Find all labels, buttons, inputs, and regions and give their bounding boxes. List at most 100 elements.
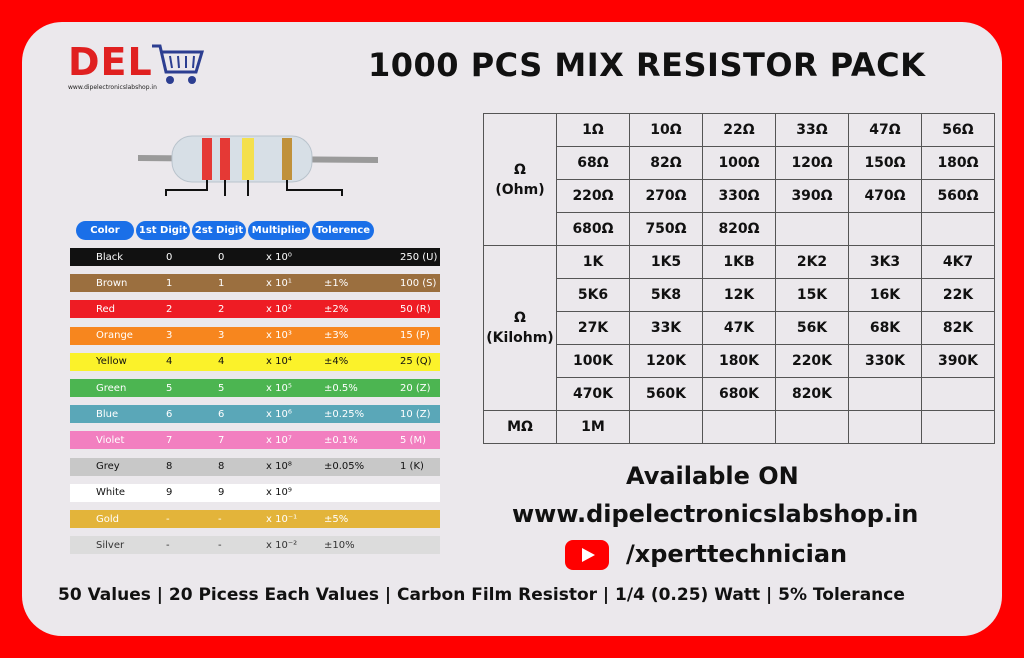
cart-icon [152, 44, 205, 84]
value-cell: 1M [556, 410, 630, 444]
color-row: Red 2 2 x 10² ±2% 50 (R) [70, 300, 440, 319]
tolerance: ±0.1% [324, 434, 358, 446]
logo-url: www.dipelectronicslabshop.in [68, 84, 157, 91]
value-cell: 1Ω [556, 113, 630, 147]
color-name: Blue [96, 408, 119, 420]
color-name: Gold [96, 513, 119, 525]
value-cell: 4K7 [921, 245, 995, 279]
color-name: Silver [96, 539, 125, 551]
value-cell: 470Ω [848, 179, 922, 213]
value-cell: 390Ω [775, 179, 849, 213]
first-digit: 8 [166, 461, 173, 473]
multiplier: x 10⁰ [266, 251, 292, 263]
color-row: Brown 1 1 x 10¹ ±1% 100 (S) [70, 274, 440, 293]
unit-name: (Ohm) [495, 181, 545, 198]
value-cell: 560Ω [921, 179, 995, 213]
value-cell [848, 212, 922, 246]
second-digit: 0 [218, 251, 225, 263]
value-cell: 10Ω [629, 113, 703, 147]
color-name: White [96, 487, 126, 499]
color-code-headers: Color 1st Digit 2st Digit Multiplier Tol… [76, 221, 376, 241]
unit-name: (Kilohm) [486, 330, 554, 346]
color-name: Black [96, 251, 124, 263]
color-name: Green [96, 382, 127, 394]
value-cell: 390K [921, 344, 995, 378]
second-digit: 2 [218, 303, 225, 315]
youtube-handle[interactable]: /xperttechnician [626, 540, 848, 568]
header-tolerance: Tolerence [312, 221, 374, 240]
value-cell: 47Ω [848, 113, 922, 147]
value-cell [775, 410, 849, 444]
value-cell: 56Ω [921, 113, 995, 147]
tolerance: ±0.5% [324, 382, 358, 394]
color-row: Black 0 0 x 10⁰ 250 (U) [70, 248, 440, 266]
value-cell [848, 377, 922, 411]
value-cell: 5K6 [556, 278, 630, 312]
tolerance: ±5% [324, 513, 349, 525]
multiplier: x 10⁸ [266, 461, 292, 473]
temp-coefficient: 250 (U) [400, 251, 438, 263]
value-cell: 680K [702, 377, 776, 411]
value-cell: 120K [629, 344, 703, 378]
values-row: 5K6 5K8 12K 15K 16K 22K [484, 278, 995, 312]
unit-symbol: Ω [514, 161, 526, 178]
multiplier: x 10⁷ [266, 434, 292, 446]
value-cell: 1KB [702, 245, 776, 279]
temp-coefficient: 100 (S) [400, 277, 437, 289]
second-digit: 6 [218, 408, 225, 420]
value-cell: 82K [921, 311, 995, 345]
multiplier: x 10³ [266, 330, 292, 342]
temp-coefficient: 15 (P) [400, 330, 430, 342]
tolerance: ±0.05% [324, 461, 365, 473]
logo: DEL www.dipelectronicslabshop.in [68, 40, 208, 100]
value-cell: 100Ω [702, 146, 776, 180]
second-digit: 3 [218, 330, 225, 342]
first-digit: 0 [166, 251, 173, 263]
color-row: White 9 9 x 10⁹ [70, 483, 440, 502]
value-cell: 1K5 [629, 245, 703, 279]
first-digit: 9 [166, 487, 173, 499]
first-digit: 4 [166, 356, 173, 368]
second-digit: 4 [218, 356, 225, 368]
color-row: Grey 8 8 x 10⁸ ±0.05% 1 (K) [70, 457, 440, 476]
color-name: Orange [96, 330, 133, 342]
value-cell: 5K8 [629, 278, 703, 312]
value-cell: 100K [556, 344, 630, 378]
color-row: Green 5 5 x 10⁵ ±0.5% 20 (Z) [70, 379, 440, 397]
second-digit: - [218, 513, 222, 525]
first-digit: 2 [166, 303, 173, 315]
first-digit: - [166, 539, 170, 551]
first-digit: - [166, 513, 170, 525]
tolerance: ±0.25% [324, 408, 365, 420]
second-digit: 9 [218, 487, 225, 499]
value-cell [702, 410, 776, 444]
first-digit: 5 [166, 382, 173, 394]
multiplier: x 10⁻¹ [266, 513, 298, 525]
tolerance: ±4% [324, 356, 349, 368]
value-cell: 180K [702, 344, 776, 378]
tolerance: ±1% [324, 277, 349, 289]
values-row: Ω (Ohm) 1Ω 10Ω 22Ω 33Ω 47Ω 56Ω [483, 113, 995, 246]
header-multiplier: Multiplier [248, 221, 310, 240]
value-cell: 820K [775, 377, 849, 411]
temp-coefficient: 5 (M) [400, 434, 426, 446]
second-digit: - [218, 539, 222, 551]
color-row: Violet 7 7 x 10⁷ ±0.1% 5 (M) [70, 431, 440, 450]
values-row: Ω (Kilohm) 1K 1K5 1KB 2K2 3K3 4K7 [483, 245, 995, 411]
second-digit: 8 [218, 461, 225, 473]
values-row: 220Ω 270Ω 330Ω 390Ω 470Ω 560Ω [484, 179, 995, 213]
value-cell [848, 410, 922, 444]
resistor-illustration [138, 135, 378, 196]
tolerance: ±3% [324, 330, 349, 342]
unit-cell: MΩ [483, 410, 557, 444]
multiplier: x 10¹ [266, 277, 292, 289]
value-cell: 12K [702, 278, 776, 312]
value-cell: 33Ω [775, 113, 849, 147]
multiplier: x 10² [266, 303, 292, 315]
values-row: 27K 33K 47K 56K 68K 82K [484, 311, 995, 345]
value-cell: 680Ω [556, 212, 630, 246]
shop-url[interactable]: www.dipelectronicslabshop.in [512, 500, 919, 528]
color-row: Blue 6 6 x 10⁶ ±0.25% 10 (Z) [70, 405, 440, 424]
value-cell: 68Ω [556, 146, 630, 180]
value-cell: 330K [848, 344, 922, 378]
